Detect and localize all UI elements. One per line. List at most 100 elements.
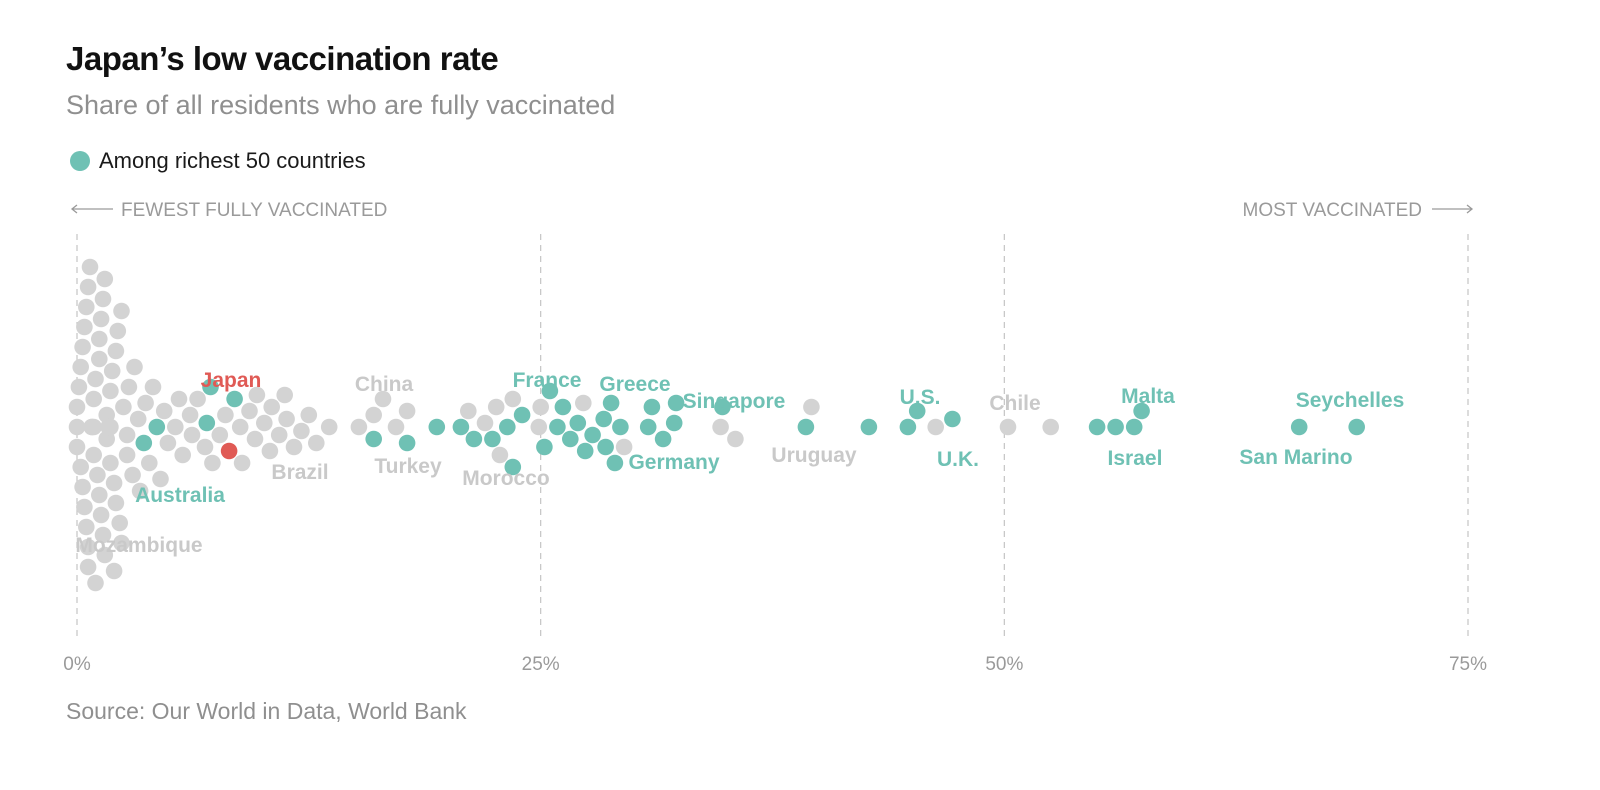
country-dot [74, 338, 91, 356]
rich-country-dot [908, 402, 926, 420]
country-dot [1042, 418, 1059, 436]
label-turkey: Turkey [374, 455, 442, 478]
country-dot [79, 278, 97, 296]
country-dot [246, 430, 264, 448]
country-dot [107, 342, 125, 360]
label-australia: Australia [135, 484, 225, 507]
country-dot [115, 398, 132, 416]
rich-country-dot [860, 418, 878, 436]
country-dot [712, 418, 729, 436]
country-dot [91, 486, 108, 504]
rich-country-dot [148, 418, 166, 436]
label-san-marino: San Marino [1239, 446, 1352, 469]
country-dot [308, 434, 325, 452]
country-dot [78, 518, 95, 536]
country-dot [241, 402, 258, 420]
country-dot [102, 382, 119, 400]
rich-country-dot [428, 418, 446, 436]
country-dot [111, 514, 128, 532]
country-dot [68, 438, 86, 456]
right-arrow-head [1466, 204, 1474, 214]
country-dot [167, 418, 184, 436]
country-dot [170, 390, 188, 408]
rich-country-dot [1107, 418, 1124, 436]
label-china: China [355, 373, 414, 396]
rich-country-dot [654, 430, 672, 448]
country-dot [278, 410, 295, 428]
country-dot [76, 318, 93, 336]
source-note: Source: Our World in Data, World Bank [66, 698, 467, 724]
country-dot [248, 386, 266, 404]
country-dot [261, 442, 279, 460]
rich-country-dot [504, 458, 522, 476]
label-singapore: Singapore [683, 390, 786, 413]
country-dot [85, 390, 102, 408]
label-morocco: Morocco [462, 467, 550, 490]
rich-country-dot [602, 394, 620, 412]
country-dot [263, 398, 281, 416]
country-dot [109, 322, 127, 340]
country-dot [532, 398, 549, 416]
country-dot [231, 418, 249, 436]
label-chile: Chile [989, 392, 1040, 415]
country-dot [155, 402, 173, 420]
country-dot [141, 454, 158, 472]
rich-country-dot [612, 418, 629, 436]
country-dot [530, 418, 548, 436]
country-dot [105, 474, 123, 492]
country-dot [126, 358, 143, 376]
country-dot [204, 454, 221, 472]
rich-country-dot [643, 398, 661, 416]
country-dot [113, 534, 130, 552]
country-dot [129, 410, 147, 428]
country-dot [85, 446, 102, 464]
country-dot [487, 398, 505, 416]
country-dot [89, 466, 106, 484]
country-dot [374, 390, 392, 408]
japan-dot [220, 442, 238, 460]
rich-country-dot [714, 398, 731, 416]
country-dot [615, 438, 633, 456]
country-dot [103, 362, 121, 380]
rich-country-dot [398, 434, 416, 452]
country-dot [365, 406, 383, 424]
country-dot [120, 378, 138, 396]
country-dot [76, 498, 93, 516]
chart-subtitle: Share of all residents who are fully vac… [66, 90, 616, 120]
rich-country-dot [202, 378, 219, 396]
country-dot [92, 506, 110, 524]
rich-country-dot [639, 418, 657, 436]
country-dot [181, 406, 199, 424]
country-dot [183, 426, 201, 444]
country-dot [105, 562, 123, 580]
rich-country-dot [597, 438, 614, 456]
rich-country-dot [584, 426, 601, 444]
rich-country-dot [576, 442, 594, 460]
country-dot [81, 258, 99, 276]
country-dot [70, 378, 88, 396]
country-dot [189, 390, 206, 408]
label-germany: Germany [628, 451, 719, 474]
left-arrow-head [70, 204, 78, 214]
country-dot [113, 302, 130, 320]
legend-swatch [70, 151, 90, 171]
chart-title: Japan’s low vaccination rate [66, 40, 499, 77]
rich-country-dot [513, 406, 531, 424]
rich-country-dot [606, 454, 624, 472]
country-dot [460, 402, 477, 420]
rich-country-dot [365, 430, 383, 448]
country-dot [96, 546, 114, 564]
rich-country-dot [135, 434, 153, 452]
label-seychelles: Seychelles [1296, 389, 1405, 412]
country-dot [320, 418, 338, 436]
country-dot [68, 398, 86, 416]
legend: Among richest 50 countries [70, 148, 366, 174]
rich-country-dot [499, 418, 516, 436]
country-dot [350, 418, 368, 436]
country-dot [398, 402, 416, 420]
label-uruguay: Uruguay [771, 444, 857, 467]
country-dot [92, 310, 110, 328]
country-dot [211, 426, 229, 444]
country-dot [78, 298, 95, 316]
country-dot [74, 478, 91, 496]
